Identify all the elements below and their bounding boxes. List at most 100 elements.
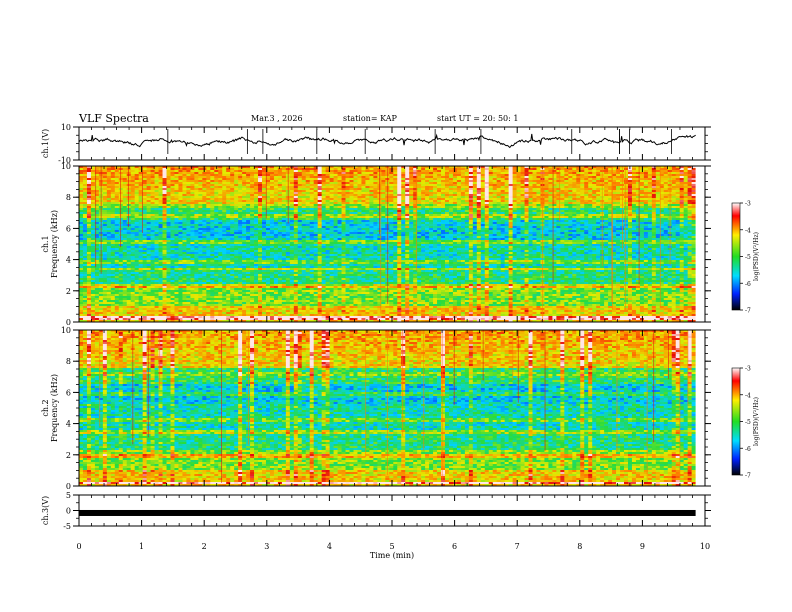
- spectrogram-cell: [174, 200, 179, 203]
- spectrogram-cell: [683, 178, 689, 181]
- spectrogram-cell: [94, 222, 100, 225]
- spectrogram-cell: [329, 196, 334, 199]
- spectrogram-cell: [206, 182, 211, 185]
- spectrogram-cell: [158, 186, 163, 189]
- spectrogram-cell: [281, 206, 287, 209]
- spectrogram-cell: [496, 214, 502, 217]
- spectrogram-cell: [612, 168, 617, 171]
- spectrogram-cell: [393, 228, 398, 231]
- spectrogram-cell: [476, 218, 482, 221]
- spectrogram-cell: [409, 166, 414, 169]
- spectrogram-cell: [409, 216, 414, 219]
- spectrogram-cell: [516, 202, 521, 205]
- spectrogram-cell: [130, 168, 136, 171]
- spectrogram-cell: [258, 220, 263, 223]
- spectrogram-cell: [242, 198, 247, 201]
- spectrogram-cell: [313, 196, 319, 199]
- spectrogram-cell: [277, 200, 283, 203]
- spectrogram-cell: [608, 186, 613, 189]
- spectrogram-cell: [341, 196, 346, 199]
- spectrogram-cell: [206, 228, 211, 231]
- spectrogram-cell: [397, 216, 402, 219]
- spectrogram-cell: [158, 208, 163, 211]
- spectrogram-cell: [134, 178, 140, 181]
- spectrogram-cell: [317, 212, 323, 215]
- spectrogram-cell: [659, 192, 665, 195]
- spectrogram-cell: [114, 180, 120, 183]
- spectrogram-cell: [114, 172, 120, 175]
- spectrogram-cell: [464, 194, 470, 197]
- spectrogram-cell: [353, 228, 358, 231]
- spectrogram-cell: [218, 202, 223, 205]
- spectrogram-cell: [174, 170, 179, 173]
- spectrogram-cell: [627, 190, 633, 193]
- spectrogram-cell: [444, 188, 450, 191]
- spectrogram-cell: [413, 178, 418, 181]
- spectrogram-cell: [273, 212, 279, 215]
- spectrogram-cell: [106, 224, 112, 227]
- spectrogram-cell: [655, 176, 661, 179]
- spectrogram-cell: [269, 214, 275, 217]
- spectrogram-cell: [516, 166, 521, 169]
- spectrogram-cell: [226, 174, 231, 177]
- spectrogram-cell: [146, 196, 151, 199]
- spectrogram-cell: [106, 226, 112, 229]
- spectrogram-cell: [444, 184, 450, 187]
- spectrogram-cell: [218, 222, 223, 225]
- spectrogram-cell: [612, 216, 617, 219]
- spectrogram-cell: [572, 176, 577, 179]
- spectrogram-cell: [361, 182, 366, 185]
- spectrogram-cell: [616, 170, 621, 173]
- spectrogram-cell: [572, 190, 577, 193]
- spectrogram-cell: [472, 204, 478, 207]
- spectrogram-cell: [198, 182, 203, 185]
- spectrogram-cell: [381, 172, 386, 175]
- spectrogram-cell: [337, 204, 342, 207]
- spectrogram-cell: [281, 220, 287, 223]
- spectrogram-cell: [154, 166, 159, 169]
- spectrogram-cell: [496, 220, 502, 223]
- spectrogram-cell: [261, 178, 267, 181]
- spectrogram-cell: [289, 206, 295, 209]
- spectrogram-cell: [154, 226, 159, 229]
- spectrogram-cell: [210, 184, 215, 187]
- spectrogram-cell: [596, 184, 601, 187]
- spectrogram-cell: [588, 190, 593, 193]
- spectrogram-cell: [198, 224, 203, 227]
- spectrogram-cell: [230, 226, 235, 229]
- spectrogram-cell: [345, 210, 350, 213]
- spectrogram-cell: [162, 176, 167, 179]
- spectrogram-cell: [456, 174, 462, 177]
- spectrogram-cell: [616, 184, 621, 187]
- spectrogram-cell: [234, 212, 239, 215]
- spectrogram-cell: [500, 212, 506, 215]
- spectrogram-cell: [393, 188, 398, 191]
- spectrogram-cell: [580, 174, 585, 177]
- spectrogram-cell: [134, 184, 140, 187]
- spectrogram-cell: [222, 212, 227, 215]
- spectrogram-cell: [572, 192, 577, 195]
- spectrogram-cell: [671, 184, 677, 187]
- spectrogram-cell: [560, 224, 565, 227]
- spectrogram-cell: [190, 200, 195, 203]
- spectrogram-cell: [588, 200, 593, 203]
- spectrogram-cell: [369, 178, 374, 181]
- spectrogram-cell: [265, 208, 271, 211]
- spectrogram-cell: [106, 166, 112, 169]
- spectrogram-cell: [337, 228, 342, 231]
- spectrogram-cell: [492, 176, 498, 179]
- spectrogram-cell: [548, 200, 553, 203]
- spectrogram-cell: [429, 218, 434, 221]
- spectrogram-cell: [612, 204, 617, 207]
- spectrogram-cell: [488, 182, 494, 185]
- spectrogram-cell: [568, 178, 573, 181]
- spectrogram-cell: [508, 224, 513, 227]
- spectrogram-cell: [616, 182, 621, 185]
- spectrogram-cell: [401, 228, 406, 231]
- spectrogram-cell: [556, 186, 561, 189]
- spectrogram-cell: [345, 198, 350, 201]
- spectrogram-cell: [472, 188, 478, 191]
- spectrogram-cell: [528, 212, 533, 215]
- spectrogram-cell: [452, 200, 458, 203]
- spectrogram-cell: [226, 170, 231, 173]
